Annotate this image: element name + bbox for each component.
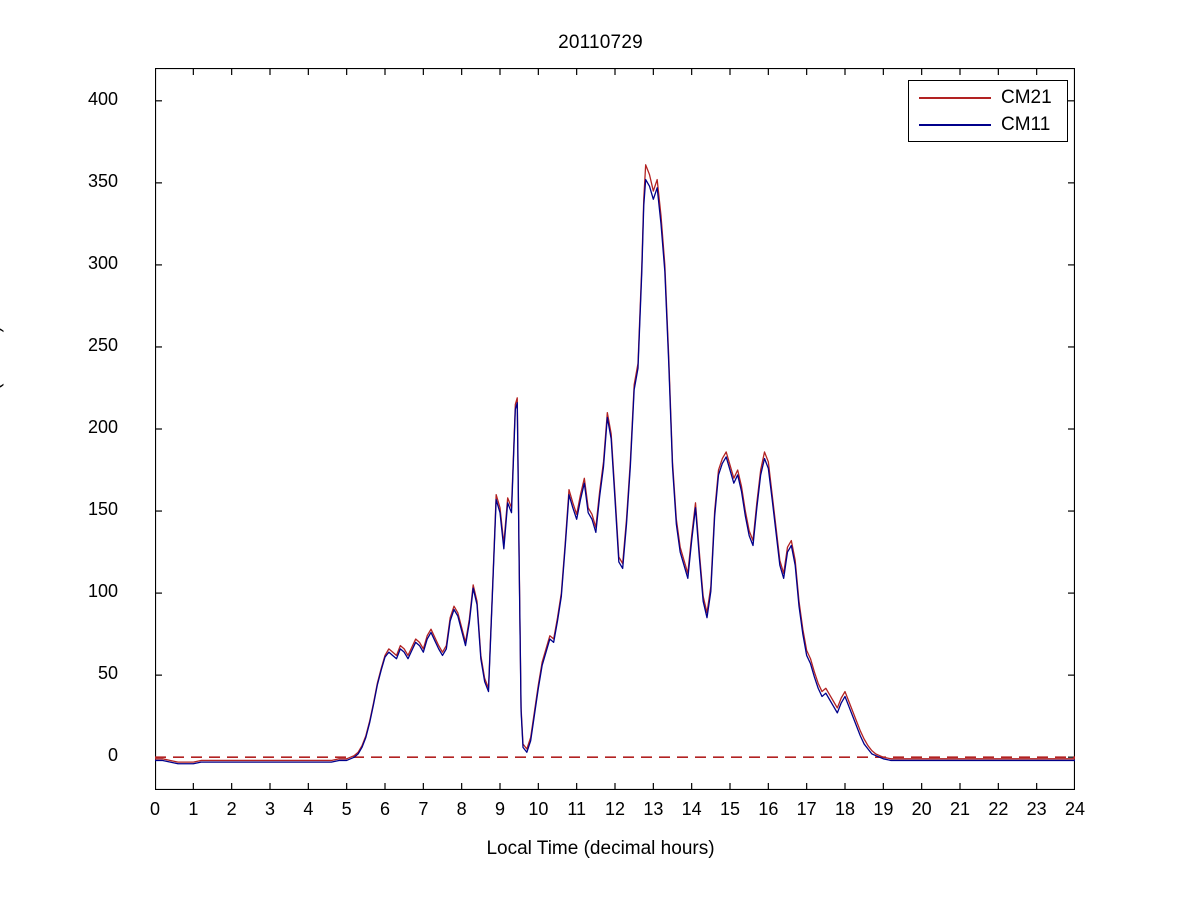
x-tick-label: 21 (949, 799, 971, 819)
y-axis-label-tail: ) (0, 326, 4, 332)
x-tick-label: 0 (149, 799, 160, 819)
x-tick-label: 18 (834, 799, 856, 819)
x-tick-label: 7 (418, 799, 429, 819)
legend: CM21 CM11 (908, 80, 1068, 142)
y-tick-label: 350 (87, 170, 118, 191)
chart-title: 20110729 (558, 32, 643, 53)
x-tick-label: 23 (1026, 799, 1047, 819)
y-tick-label: 0 (107, 745, 118, 766)
x-tick-label: 8 (456, 799, 467, 819)
plot-svg (155, 68, 1075, 790)
x-tick-label: 9 (494, 799, 505, 819)
series-line-cm11 (155, 178, 1075, 765)
x-tick-label: 12 (604, 799, 626, 819)
x-tick-label: 20 (911, 799, 932, 819)
y-tick-label: 250 (87, 334, 118, 355)
x-tick-label: 3 (264, 799, 275, 819)
y-axis-label-base: Total (W m (0, 345, 5, 436)
x-tick-label: 2 (226, 799, 237, 819)
plot-area (155, 68, 1075, 790)
plot-box (155, 68, 1075, 790)
x-tick-label: 16 (758, 799, 779, 819)
y-axis-label: Total (W m-2) (0, 326, 5, 435)
x-tick-label: 10 (528, 799, 549, 819)
x-tick-label: 22 (988, 799, 1009, 819)
x-tick-label: 15 (719, 799, 741, 819)
x-tick-label: 1 (188, 799, 199, 819)
x-tick-label: 24 (1064, 799, 1086, 819)
x-tick-label: 5 (341, 799, 352, 819)
legend-line-swatch (919, 97, 991, 99)
legend-line-swatch (919, 124, 991, 126)
x-tick-label: 11 (567, 799, 586, 819)
y-tick-label: 300 (87, 252, 118, 273)
legend-label: CM21 (1001, 87, 1052, 108)
x-tick-label: 13 (643, 799, 664, 819)
x-tick-label: 14 (681, 799, 702, 819)
legend-label: CM11 (1001, 114, 1051, 135)
legend-entry-cm11: CM11 (909, 112, 1069, 138)
x-tick-label: 6 (379, 799, 390, 819)
series-line-cm21 (155, 164, 1075, 763)
y-tick-label: 100 (87, 581, 118, 602)
y-tick-label: 50 (97, 663, 118, 684)
y-tick-label: 200 (87, 417, 118, 437)
x-tick-label: 17 (796, 799, 817, 819)
x-tick-label: 4 (303, 799, 314, 819)
y-tick-label: 400 (87, 88, 118, 109)
y-tick-label: 150 (87, 499, 118, 520)
x-axis-label: Local Time (decimal hours) (486, 838, 715, 859)
legend-entry-cm21: CM21 (909, 85, 1069, 111)
x-tick-label: 19 (873, 799, 894, 819)
